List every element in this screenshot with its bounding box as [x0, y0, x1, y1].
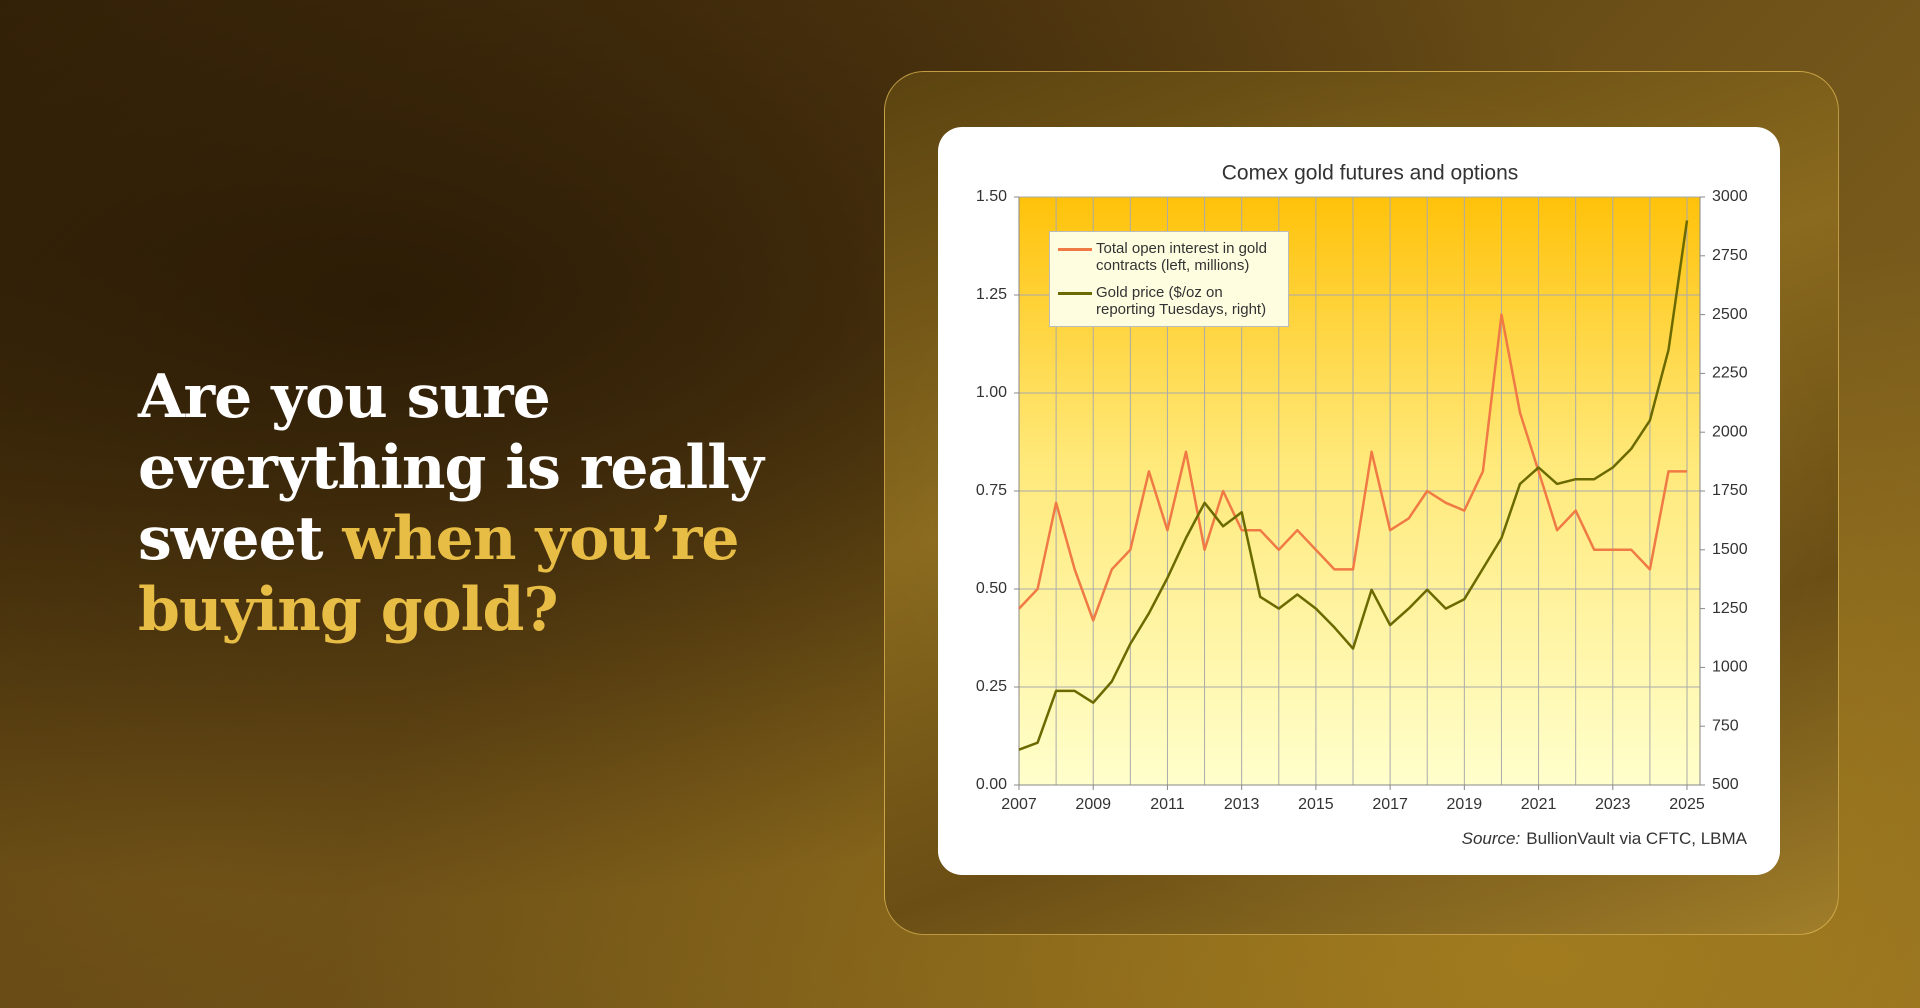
y2-tick-label: 1250	[1712, 600, 1748, 617]
y2-tick-label: 2500	[1712, 306, 1748, 323]
y-tick-label: 0.25	[976, 678, 1007, 695]
source-text: BullionVault via CFTC, LBMA	[1526, 829, 1747, 848]
legend: Total open interest in gold contracts (l…	[1049, 231, 1289, 327]
headline: Are you sure everything is really sweet …	[138, 362, 778, 646]
x-tick-label: 2021	[1521, 796, 1557, 813]
x-tick-label: 2007	[1001, 796, 1037, 813]
headline-gold: when you’re buying gold?	[138, 504, 740, 645]
y2-tick-label: 1500	[1712, 541, 1748, 558]
y2-tick-label: 3000	[1712, 188, 1748, 205]
legend-item: Gold price ($/oz on reporting Tuesdays, …	[1058, 284, 1280, 318]
y2-tick-label: 1000	[1712, 659, 1748, 676]
x-tick-label: 2025	[1669, 796, 1705, 813]
legend-label: Total open interest in gold contracts (l…	[1096, 240, 1267, 274]
x-tick-label: 2023	[1595, 796, 1631, 813]
x-tick-label: 2013	[1224, 796, 1260, 813]
x-tick-label: 2009	[1075, 796, 1111, 813]
y2-tick-label: 2750	[1712, 247, 1748, 264]
y-tick-label: 0.00	[976, 776, 1007, 793]
y2-tick-label: 500	[1712, 776, 1739, 793]
x-tick-label: 2019	[1447, 796, 1483, 813]
y2-tick-label: 2000	[1712, 423, 1748, 440]
x-tick-label: 2015	[1298, 796, 1334, 813]
x-tick-label: 2011	[1150, 796, 1185, 813]
headline-white: Are you sure everything is really sweet	[138, 362, 764, 574]
legend-label: Gold price ($/oz on reporting Tuesdays, …	[1096, 284, 1267, 318]
y-tick-label: 1.00	[976, 384, 1007, 401]
y-tick-label: 0.50	[976, 580, 1007, 597]
source: Source: BullionVault via CFTC, LBMA	[1462, 829, 1748, 848]
legend-swatch	[1058, 292, 1092, 295]
legend-item: Total open interest in gold contracts (l…	[1058, 240, 1280, 274]
y2-tick-label: 750	[1712, 717, 1739, 734]
source-label: Source:	[1462, 829, 1521, 848]
y-tick-label: 0.75	[976, 482, 1007, 499]
y-tick-label: 1.25	[976, 286, 1007, 303]
y2-tick-label: 2250	[1712, 365, 1748, 382]
y-tick-label: 1.50	[976, 188, 1007, 205]
series-line	[1018, 220, 1689, 751]
legend-swatch	[1058, 248, 1092, 251]
y2-tick-label: 1750	[1712, 482, 1748, 499]
x-tick-label: 2017	[1372, 796, 1408, 813]
series-line	[1018, 313, 1687, 622]
chart-title: Comex gold futures and options	[1222, 162, 1519, 185]
